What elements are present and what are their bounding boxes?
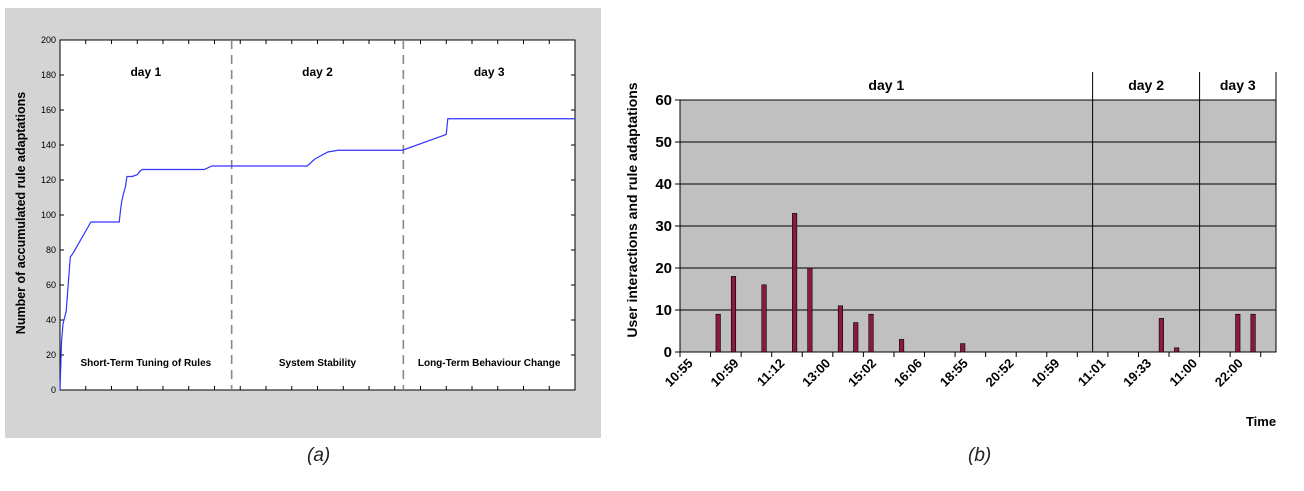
chart-b-bar (761, 284, 767, 353)
chart-b-y-tick-label: 40 (655, 176, 672, 193)
chart-b-x-tick-label: 22:00 (1212, 356, 1246, 390)
chart-b-x-axis-label: Time (1246, 414, 1276, 429)
chart-a-phase-label: Short-Term Tuning of Rules (80, 358, 211, 369)
chart-a-y-tick-label: 160 (41, 105, 56, 115)
chart-b-day-label: day 3 (1220, 77, 1256, 93)
chart-b-bar (1174, 347, 1180, 353)
chart-b-bar (807, 267, 813, 353)
chart-a-phase-label: System Stability (279, 358, 357, 369)
chart-b-bar (960, 343, 966, 353)
chart-a-day-label: day 1 (130, 65, 161, 79)
chart-b-bar (715, 313, 721, 353)
chart-b-bar (837, 305, 844, 353)
chart-b-bar (1235, 313, 1241, 353)
chart-b-x-tick-label: 20:52 (983, 356, 1017, 390)
chart-b-bar (853, 322, 859, 353)
chart-b-day-label: day 2 (1128, 77, 1164, 93)
chart-a-y-tick-label: 120 (41, 175, 56, 185)
chart-b-bar (1158, 318, 1164, 353)
chart-b-y-axis-label: User interactions and rule adaptations (624, 82, 640, 337)
chart-b-x-tick-label: 18:55 (937, 356, 971, 390)
chart-a-y-tick-label: 40 (46, 315, 56, 325)
chart-a-y-tick-label: 60 (46, 280, 56, 290)
chart-b-bar (1250, 313, 1256, 353)
chart-a-phase-label: Long-Term Behaviour Change (418, 358, 561, 369)
chart-b-bar (792, 213, 798, 353)
chart-a-y-tick-label: 80 (46, 245, 56, 255)
panel-label-b: (b) (968, 445, 992, 466)
chart-b-y-tick-label: 60 (655, 92, 672, 109)
chart-a-y-tick-label: 180 (41, 70, 56, 80)
chart-b-x-tick-label: 19:33 (1120, 356, 1154, 390)
chart-b-y-tick-label: 50 (655, 134, 672, 151)
chart-a-series-line (59, 118, 575, 391)
chart-b-y-tick-label: 0 (664, 344, 672, 361)
panel-label-a: (a) (307, 445, 331, 466)
chart-b-x-tick-label: 16:06 (891, 356, 925, 390)
chart-a-plot-area (59, 39, 576, 391)
chart-b-x-tick-label: 11:12 (754, 356, 788, 390)
chart-b-x-tick-label: 13:00 (799, 356, 833, 390)
chart-b-bar (868, 313, 874, 353)
chart-a-y-axis-label: Number of accumulated rule adaptations (14, 92, 28, 334)
chart-b-bar (730, 276, 737, 353)
chart-b-y-tick-label: 10 (655, 302, 672, 319)
chart-a-y-tick-label: 0 (51, 385, 56, 395)
chart-b-y-tick-label: 30 (655, 218, 672, 235)
chart-b-x-tick-label: 10:59 (707, 356, 741, 390)
chart-a-y-tick-label: 20 (46, 350, 56, 360)
chart-b-x-tick-label: 10:59 (1028, 356, 1062, 390)
chart-b-x-tick-label: 15:02 (845, 356, 879, 390)
chart-a-day-label: day 3 (474, 65, 505, 79)
chart-a: 0 20 40 60 80 100 120 140 160 180 200 day 1 day 2 da… (5, 8, 601, 438)
chart-b-x-tick-label: 11:01 (1075, 356, 1109, 390)
chart-a-y-tick-label: 200 (41, 35, 56, 45)
chart-b-day-label: day 1 (868, 77, 904, 93)
chart-b-bar (899, 339, 905, 353)
chart-b-x-tick-label: 11:00 (1166, 356, 1200, 390)
chart-a-y-tick-label: 100 (41, 210, 56, 220)
chart-a-y-tick-label: 140 (41, 140, 56, 150)
chart-a-day-label: day 2 (302, 65, 333, 79)
chart-b-y-tick-label: 20 (655, 260, 672, 277)
